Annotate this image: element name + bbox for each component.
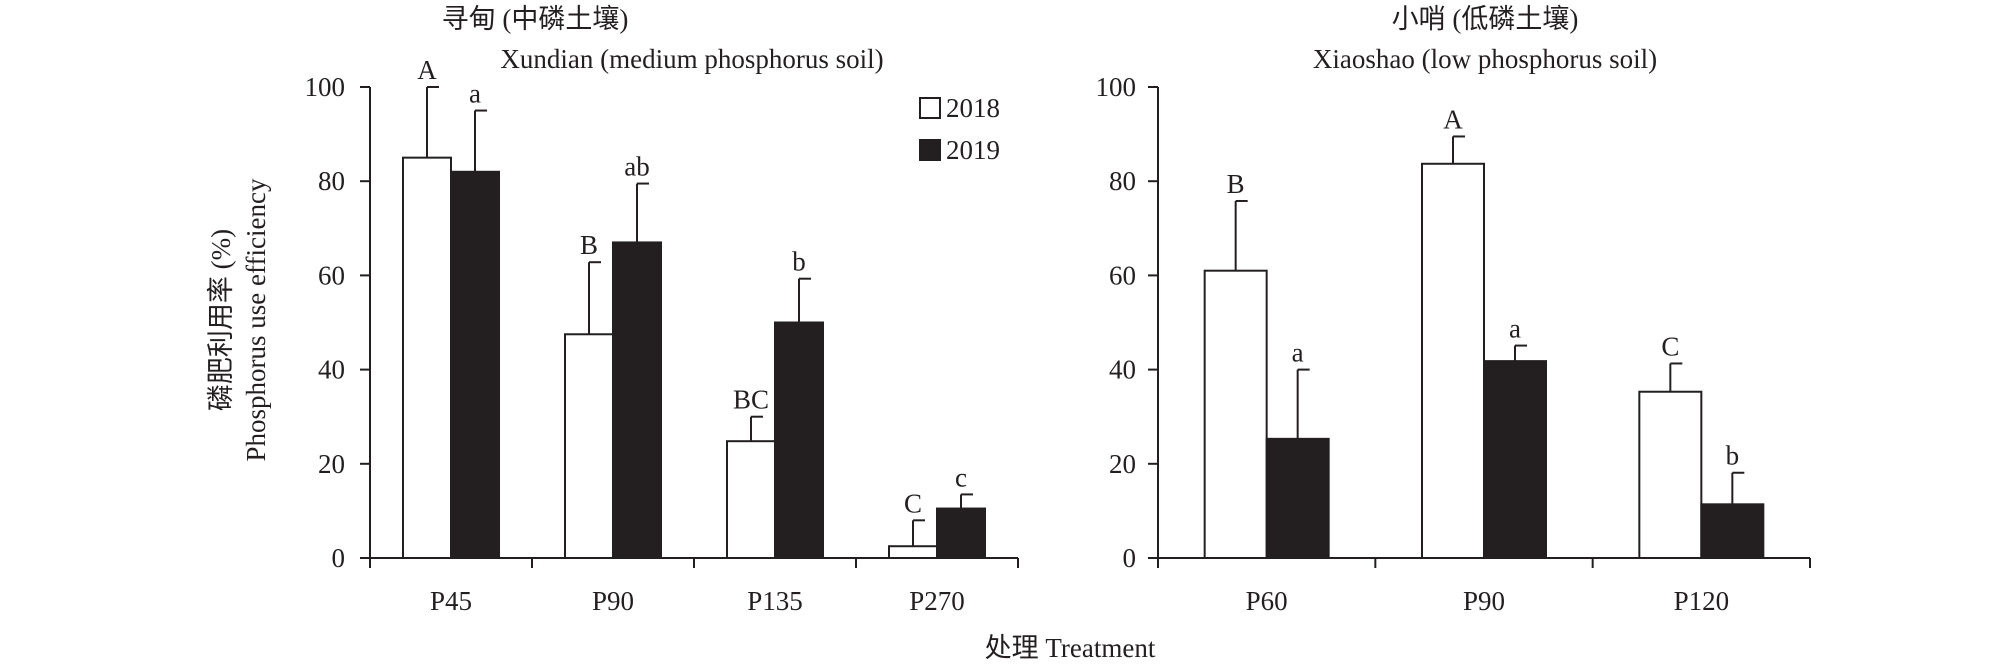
category-label: P60 [1246,586,1288,616]
y-tick-label: 80 [318,166,345,196]
chart-title: 小哨 (低磷土壤) [1392,4,1579,34]
bar-2018 [1638,390,1703,559]
chart-title: 寻甸 (中磷土壤) [442,4,629,34]
significance-label: b [792,247,806,277]
legend-swatch-2019 [919,139,941,161]
y-tick-label: 60 [318,260,345,290]
category-label: P90 [592,586,634,616]
y-tick-label: 0 [1123,543,1137,573]
chart-xiaoshao: 小哨 (低磷土壤) Xiaoshao (low phosphorus soil)… [1096,4,1811,616]
y-tick-label: 60 [1109,260,1136,290]
category-label: P45 [430,586,472,616]
y-axis-title-en: Phosphorus use efficiency [241,178,271,461]
plot-area: 0 20 40 60 80 100 P60 Ba P90 Aa P120 Cb [1096,72,1811,616]
y-tick-label: 0 [332,543,346,573]
legend: 2018 2019 [919,93,1000,165]
y-axis-title: 磷肥利用率 (%) Phosphorus use efficiency [206,178,271,461]
bar-2019 [1483,360,1547,560]
significance-label: a [469,79,481,109]
bar-2019 [450,170,500,559]
significance-label: ab [624,152,649,182]
bar-2018 [1421,162,1485,559]
category-label: P120 [1674,586,1730,616]
significance-label: BC [733,385,769,415]
legend-label-2019: 2019 [946,135,1000,165]
bar-2018 [888,545,938,559]
y-tick-label: 40 [318,355,345,385]
y-tick-label: 40 [1109,355,1136,385]
significance-label: a [1292,338,1304,368]
chart-subtitle: Xiaoshao (low phosphorus soil) [1313,44,1657,74]
significance-label: C [1661,331,1679,361]
bar-2018 [564,333,614,559]
bar-2019 [1265,437,1330,560]
x-axis-title: 处理 Treatment [985,633,1156,663]
chart-xundian: 寻甸 (中磷土壤) Xundian (medium phosphorus soi… [305,4,1019,616]
bar-2019 [612,241,662,559]
legend-label-2018: 2018 [946,93,1000,123]
bar-2018 [1203,269,1268,559]
y-tick-label: 20 [318,449,345,479]
significance-label: B [580,230,598,260]
y-axis-title-cn: 磷肥利用率 (%) [206,229,236,411]
significance-label: A [1443,104,1463,134]
significance-label: c [955,462,967,492]
bar-2019 [774,321,824,559]
significance-label: a [1509,314,1521,344]
y-tick-label: 20 [1109,449,1136,479]
bar-2019 [1700,503,1765,559]
y-tick-label: 80 [1109,166,1136,196]
y-tick-label: 100 [305,72,346,102]
bar-2019 [936,507,986,560]
significance-label: b [1726,441,1740,471]
plot-area: 0 20 40 60 80 100 P45 Aa P90 Bab P135 BC b P270 Cc [305,55,1019,616]
significance-label: B [1227,169,1245,199]
bar-2018 [402,156,452,559]
chart-subtitle: Xundian (medium phosphorus soil) [500,44,883,74]
category-label: P270 [909,586,965,616]
significance-label: A [417,55,437,85]
bar-2018 [726,440,776,559]
category-label: P135 [747,586,803,616]
category-label: P90 [1463,586,1505,616]
legend-swatch-2018 [919,97,941,119]
significance-label: C [904,488,922,518]
y-tick-label: 100 [1096,72,1137,102]
